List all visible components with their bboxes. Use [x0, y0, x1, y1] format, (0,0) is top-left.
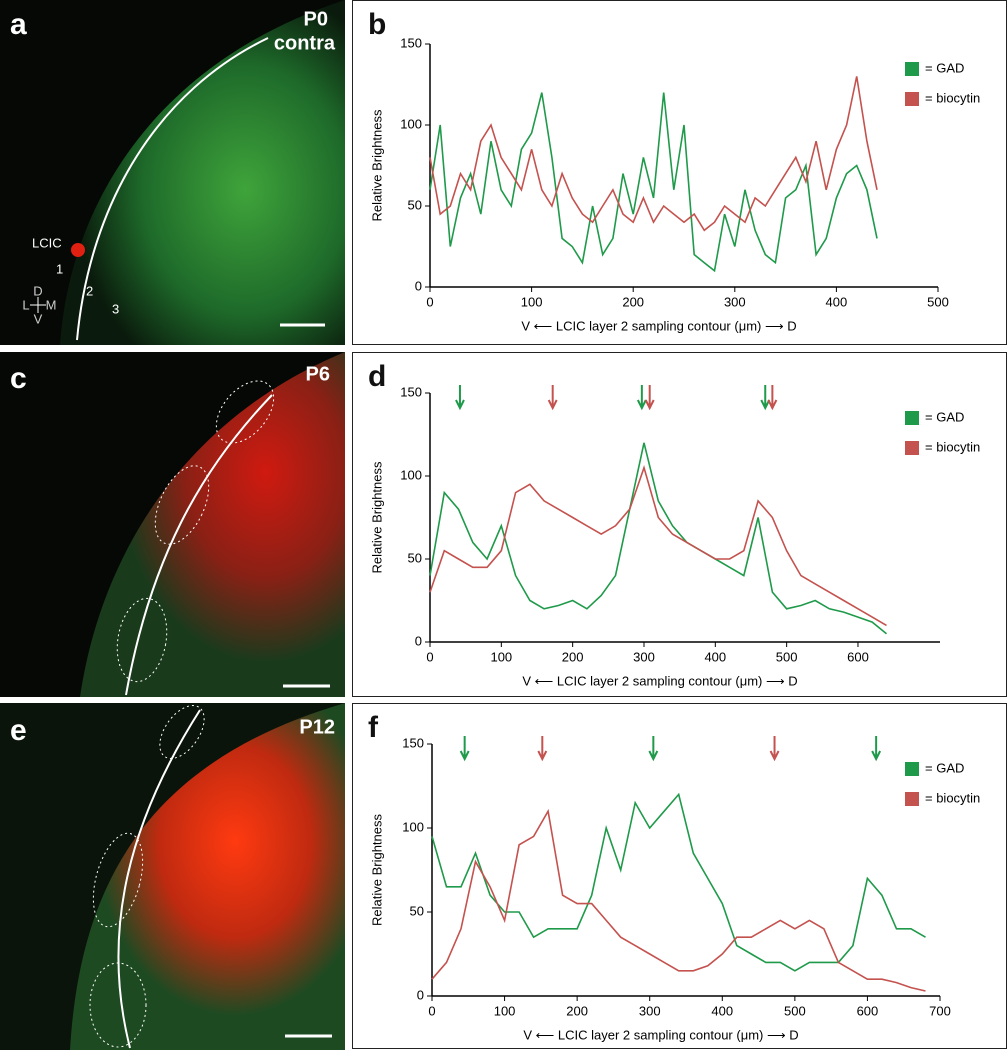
x-axis-label: V ⟵ LCIC layer 2 sampling contour (μm) ⟶…	[522, 673, 797, 688]
arrow-marker	[644, 385, 655, 411]
x-tick-label: 0	[426, 649, 433, 664]
series-line	[429, 465, 887, 627]
legend-label: = biocytin	[925, 439, 980, 454]
chart-frame	[352, 703, 1007, 1049]
region-label: LCIC	[32, 235, 62, 250]
compass-label: L	[22, 297, 29, 312]
y-tick-label: 0	[415, 633, 422, 648]
x-tick-label: 200	[566, 1003, 588, 1018]
chart-frame	[352, 0, 1007, 345]
series-line	[431, 792, 926, 972]
y-axis-label: Relative Brightness	[369, 461, 384, 573]
compass-label: V	[34, 311, 43, 326]
x-axis-label: V ⟵ LCIC layer 2 sampling contour (μm) ⟶…	[523, 1027, 798, 1042]
arrow-marker	[648, 736, 659, 762]
y-tick-label: 0	[417, 987, 424, 1002]
compass-label: M	[46, 297, 57, 312]
legend-swatch	[905, 62, 919, 76]
panel-label: d	[368, 360, 386, 393]
arrow-marker	[455, 385, 465, 411]
x-tick-label: 100	[490, 649, 512, 664]
micrograph-a	[0, 0, 345, 345]
micrograph-e	[0, 703, 345, 1050]
arrow-marker	[767, 385, 778, 411]
series-line	[429, 76, 878, 232]
arrow-marker	[547, 385, 558, 411]
y-tick-label: 0	[415, 278, 422, 293]
legend-swatch	[905, 411, 919, 425]
panel-label: b	[368, 8, 386, 41]
layer-label: 1	[56, 261, 63, 276]
y-tick-label: 100	[400, 116, 422, 131]
y-tick-label: 100	[400, 467, 422, 482]
x-tick-label: 0	[428, 1003, 435, 1018]
x-tick-label: 200	[622, 294, 644, 309]
y-tick-label: 100	[402, 819, 424, 834]
y-tick-label: 50	[410, 903, 424, 918]
x-tick-label: 600	[857, 1003, 879, 1018]
legend-label: = GAD	[925, 409, 964, 424]
x-tick-label: 300	[639, 1003, 661, 1018]
y-tick-label: 50	[408, 197, 422, 212]
y-axis-label: Relative Brightness	[369, 814, 384, 926]
y-tick-label: 150	[400, 35, 422, 50]
micrograph-c	[0, 352, 345, 697]
legend-swatch	[905, 792, 919, 806]
side-label: contra	[274, 32, 336, 54]
series-line	[429, 92, 878, 273]
layer-label: 2	[86, 283, 93, 298]
panel-label: c	[10, 362, 27, 395]
x-tick-label: 500	[784, 1003, 806, 1018]
age-label: P0	[304, 8, 328, 30]
legend-label: = biocytin	[925, 790, 980, 805]
x-tick-label: 500	[776, 649, 798, 664]
arrow-marker	[769, 736, 780, 762]
x-tick-label: 0	[426, 294, 433, 309]
x-tick-label: 300	[633, 649, 655, 664]
y-axis-label: Relative Brightness	[369, 109, 384, 221]
y-tick-label: 50	[408, 550, 422, 565]
x-axis-label: V ⟵ LCIC layer 2 sampling contour (μm) ⟶…	[521, 318, 796, 333]
legend-swatch	[905, 762, 919, 776]
legend-swatch	[905, 441, 919, 455]
x-tick-label: 100	[494, 1003, 516, 1018]
arrow-marker	[871, 736, 882, 762]
arrow-marker	[459, 736, 470, 762]
arrow-marker	[636, 385, 647, 411]
series-line	[429, 442, 888, 635]
x-tick-label: 400	[711, 1003, 733, 1018]
x-tick-label: 600	[847, 649, 869, 664]
x-tick-label: 100	[521, 294, 543, 309]
x-tick-label: 700	[929, 1003, 951, 1018]
compass-label: D	[33, 283, 42, 298]
x-tick-label: 200	[562, 649, 584, 664]
layer-label: 3	[112, 301, 119, 316]
legend-label: = biocytin	[925, 90, 980, 105]
x-tick-label: 400	[704, 649, 726, 664]
x-tick-label: 500	[927, 294, 949, 309]
y-tick-label: 150	[400, 384, 422, 399]
legend-label: = GAD	[925, 760, 964, 775]
panel-label: a	[10, 8, 27, 41]
age-label: P6	[306, 363, 330, 385]
series-line	[431, 808, 926, 992]
chart-frame	[352, 352, 1007, 697]
panel-label: f	[368, 711, 379, 744]
legend-swatch	[905, 92, 919, 106]
x-tick-label: 400	[826, 294, 848, 309]
arrow-marker	[537, 736, 548, 762]
age-label: P12	[299, 716, 335, 738]
arrow-marker	[760, 385, 771, 411]
panel-label: e	[10, 714, 27, 747]
legend-label: = GAD	[925, 60, 964, 75]
x-tick-label: 300	[724, 294, 746, 309]
y-tick-label: 150	[402, 735, 424, 750]
